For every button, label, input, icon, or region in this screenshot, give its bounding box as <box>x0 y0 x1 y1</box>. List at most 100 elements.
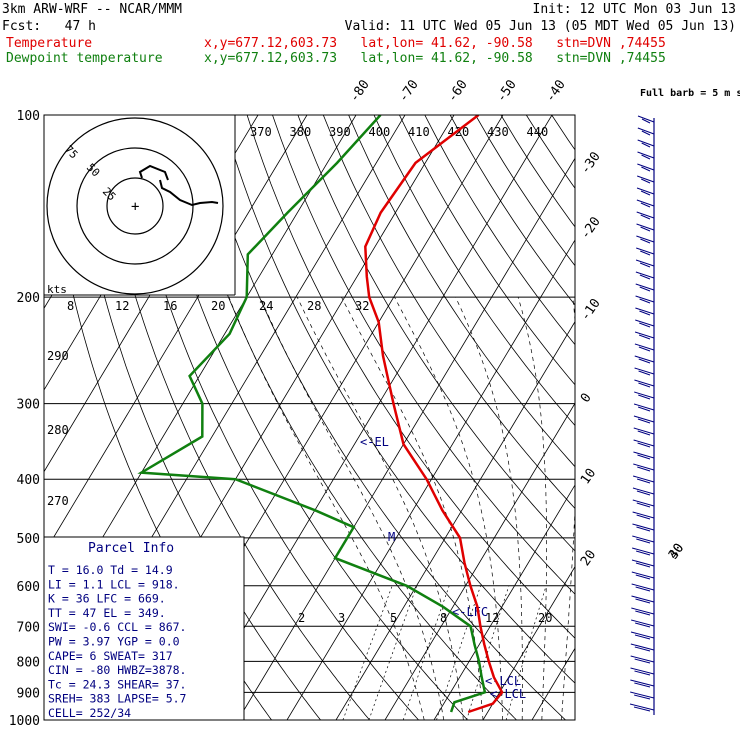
temperature-tick-label: -20 <box>578 214 604 242</box>
wind-barb <box>632 523 655 532</box>
wind-barb <box>634 379 655 388</box>
temperature-tick-label: 40 <box>666 541 687 562</box>
theta-label: 410 <box>408 125 430 139</box>
pressure-tick-label: 900 <box>17 686 40 701</box>
wind-barb <box>630 667 655 676</box>
wind-barb <box>637 115 655 124</box>
dry-adiabat <box>119 115 420 720</box>
wind-barb <box>634 367 655 376</box>
temperature-tick-label: -50 <box>494 77 520 105</box>
dry-adiabat <box>424 115 575 346</box>
init-time: Init: 12 UTC Mon 03 Jun 13 <box>532 2 737 17</box>
moist-adiabat <box>517 297 547 720</box>
dewpoint-location: x,y=677.12,603.73 lat,lon= 41.62, -90.58… <box>204 51 666 66</box>
isotherm <box>44 115 308 555</box>
pressure-tick-label: 1000 <box>9 714 40 729</box>
isotherm <box>335 320 575 720</box>
parcel-info-row: LI = 1.1 LCL = 918. <box>48 577 180 591</box>
pressure-tick-label: 700 <box>17 620 40 635</box>
parcel-info-row: CELL= 252/34 <box>48 706 131 720</box>
temperature-tick-label: 20 <box>578 548 599 569</box>
hodograph-trace <box>138 164 219 207</box>
hodograph-background <box>44 115 235 295</box>
pressure-tick-label: 200 <box>17 291 40 306</box>
wind-barb <box>635 319 655 328</box>
parcel-box-background <box>43 536 245 721</box>
wind-barb <box>630 655 655 664</box>
temperature-tick-label: 0 <box>578 391 595 406</box>
dry-adiabat <box>449 115 575 306</box>
parcel-info-row: Tc = 24.3 SHEAR= 37. <box>48 677 186 691</box>
wind-barb <box>636 223 655 232</box>
side-theta-label: 270 <box>47 494 69 508</box>
wind-barb <box>631 571 655 580</box>
wind-barb <box>631 583 655 592</box>
wind-barb <box>637 163 655 172</box>
temperature-tick-label: 30 <box>666 541 687 562</box>
moist-adiabat <box>228 296 425 720</box>
temperature-tick-label: -10 <box>578 296 604 324</box>
top-row-label: 32 <box>355 299 369 313</box>
wind-barb <box>634 355 655 364</box>
dry-adiabat <box>272 115 575 595</box>
temperature-legend: Temperature <box>6 36 93 51</box>
mixing-ratio-label: 12 <box>485 611 499 625</box>
moist-adiabat <box>455 296 523 720</box>
wind-barb <box>634 331 655 340</box>
temperature-tick-label: -70 <box>396 77 422 105</box>
isotherm <box>581 115 740 720</box>
hodograph-ring <box>46 117 224 295</box>
top-row-label: 28 <box>307 299 321 313</box>
dry-adiabat <box>373 115 575 427</box>
wind-barb <box>637 175 655 184</box>
wind-barb <box>635 271 655 280</box>
wind-barbs: Full barb = 5 m s⁻¹ <box>629 88 740 715</box>
mixing-ratio-label: 3 <box>338 611 345 625</box>
wind-barb <box>630 691 655 700</box>
temperature-tick-label: -30 <box>578 149 604 177</box>
hodograph-ring <box>106 177 164 235</box>
wind-barb <box>637 151 655 160</box>
hodograph-units: kts <box>47 283 67 296</box>
wind-barb <box>630 679 655 688</box>
wind-barb <box>633 415 655 424</box>
isotherm <box>188 115 553 720</box>
wind-barb <box>636 199 655 208</box>
wind-barb <box>632 475 655 484</box>
pressure-tick-label: 600 <box>17 580 40 595</box>
parcel-info-row: CIN = -80 HWBZ=3878. <box>48 663 186 677</box>
mixing-ratio-label: 2 <box>298 611 305 625</box>
dry-adiabat <box>221 115 575 684</box>
temperature-tick-label: -40 <box>543 77 569 105</box>
wind-barb <box>633 427 655 436</box>
wind-barb <box>636 247 655 256</box>
dry-adiabat <box>145 115 469 720</box>
theta-label: 400 <box>369 125 391 139</box>
dry-adiabat <box>322 115 575 510</box>
wind-barb <box>631 607 655 616</box>
mixing-ratio-label: 5 <box>390 611 397 625</box>
dry-adiabat <box>196 115 567 720</box>
temperature-tick-label: -80 <box>347 77 373 105</box>
dry-adiabat <box>475 115 575 267</box>
wind-barb <box>635 283 655 292</box>
wind-barb <box>636 211 655 220</box>
wind-barb <box>634 343 655 352</box>
parcel-level-annotation: <-EL <box>360 435 389 449</box>
wind-barb <box>637 139 655 148</box>
dry-adiabat <box>94 115 371 720</box>
wind-barb <box>635 259 655 268</box>
isotherm <box>237 157 575 720</box>
dry-adiabat <box>577 115 740 733</box>
top-row-label: 20 <box>211 299 225 313</box>
wind-barb <box>631 559 655 568</box>
dewpoint-legend: Dewpoint temperature <box>6 51 163 66</box>
wind-barb <box>634 391 655 400</box>
forecast-hour: Fcst: 47 h <box>2 19 96 34</box>
top-row-label: 12 <box>115 299 129 313</box>
moist-adiabat <box>259 296 445 720</box>
wind-barb <box>635 307 655 316</box>
top-row-label: 8 <box>67 299 74 313</box>
